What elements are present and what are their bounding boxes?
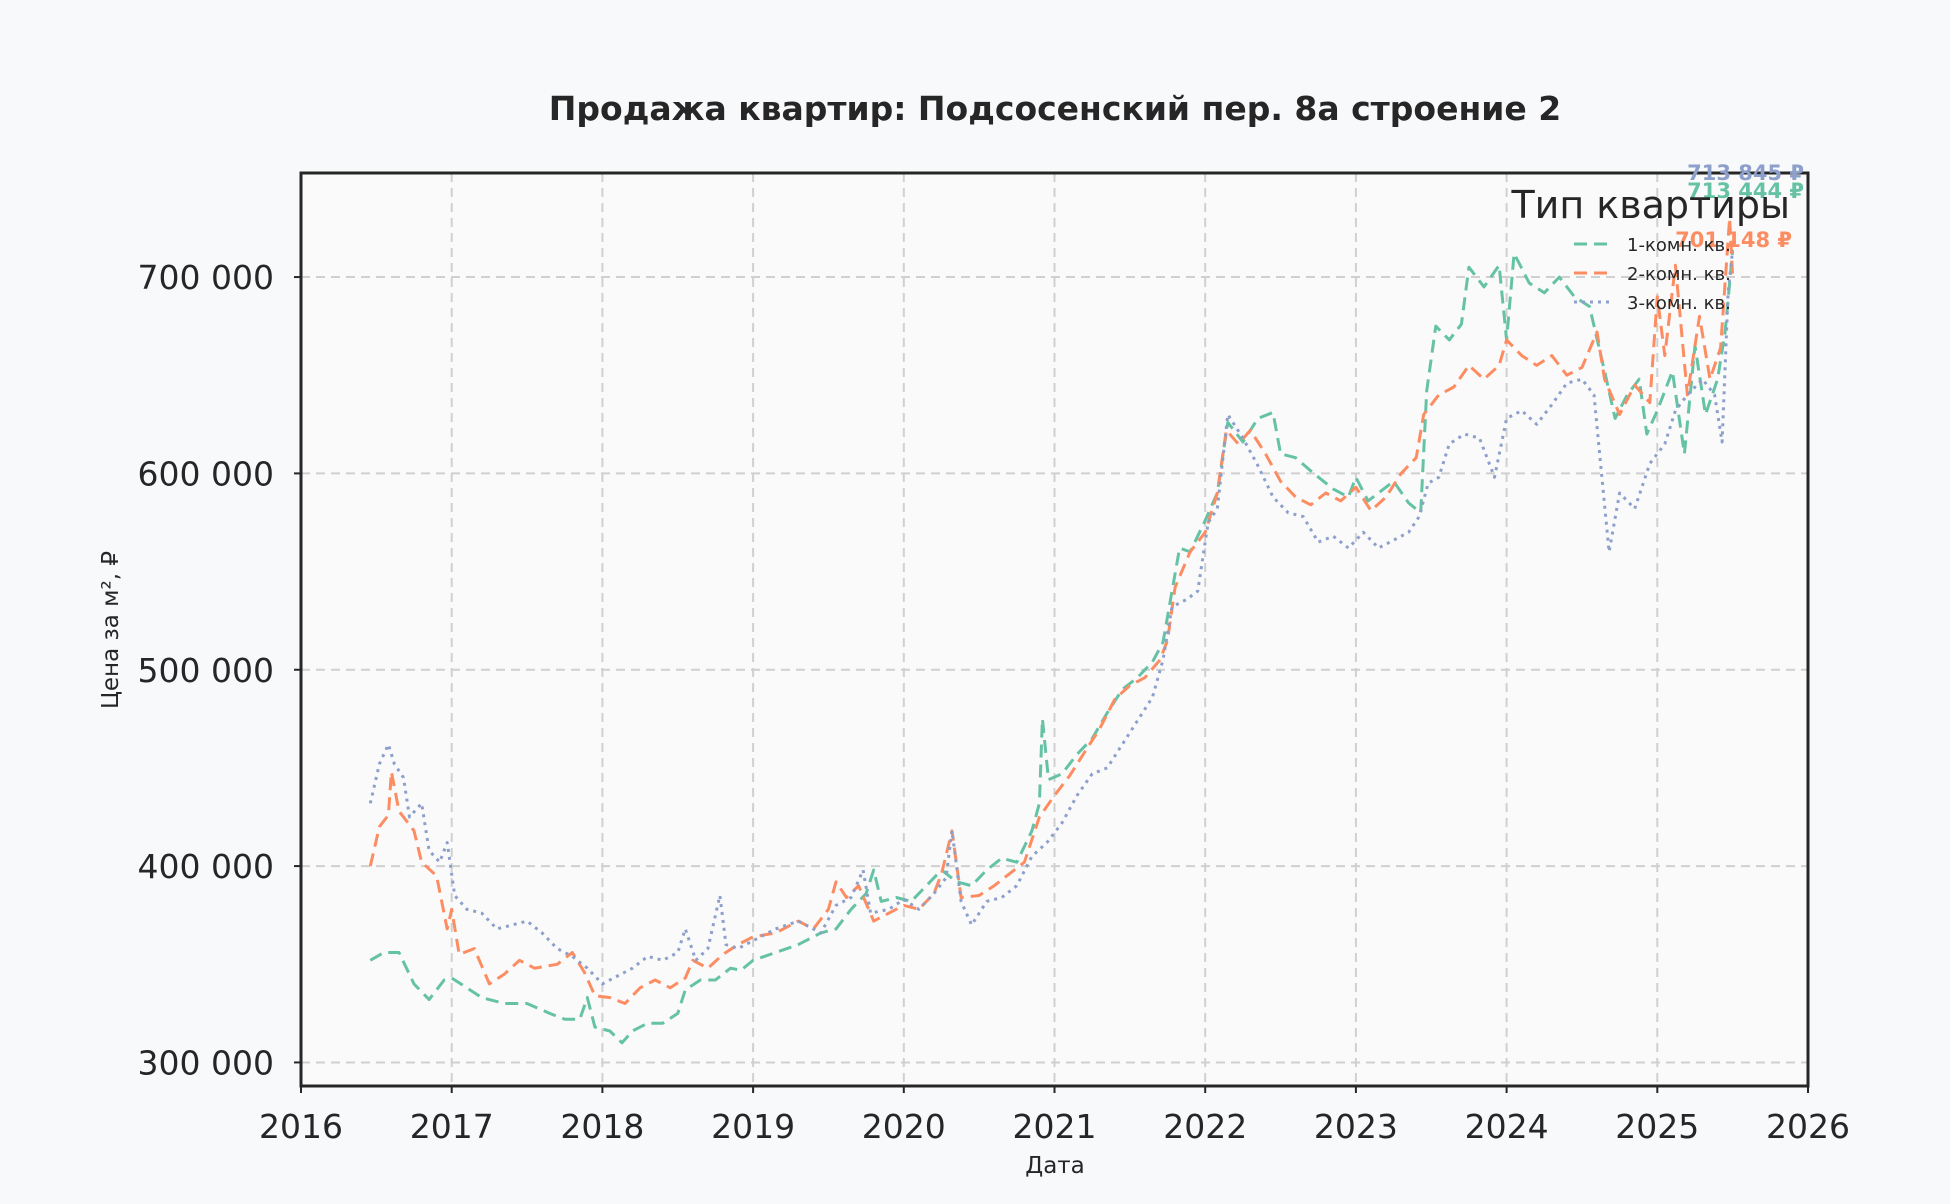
series-line-1 bbox=[369, 250, 1735, 1045]
series-line-2 bbox=[368, 216, 1735, 1005]
end-value-label-3: 713 845 ₽ bbox=[1687, 161, 1804, 185]
x-tick-label: 2022 bbox=[1163, 1107, 1247, 1146]
y-tick-label: 700 000 bbox=[138, 258, 274, 297]
series-lines bbox=[368, 216, 1735, 1045]
x-tick-label: 2017 bbox=[410, 1107, 494, 1146]
chart-title: Продажа квартир: Подсосенский пер. 8а ст… bbox=[549, 89, 1561, 128]
y-tick-label: 400 000 bbox=[138, 847, 274, 886]
x-tick-label: 2020 bbox=[862, 1107, 946, 1146]
end-value-label-2: 701 148 ₽ bbox=[1675, 228, 1792, 252]
legend: Тип квартиры 1-комн. кв. 2-комн. кв. 3-комн… bbox=[1510, 183, 1790, 314]
grid bbox=[300, 173, 1809, 1086]
x-tick-label: 2026 bbox=[1766, 1107, 1850, 1146]
x-axis-title: Дата bbox=[1025, 1153, 1085, 1179]
legend-entry-3: 3-комн. кв. bbox=[1627, 293, 1731, 314]
series-line-3 bbox=[368, 249, 1735, 986]
legend-title: Тип квартиры bbox=[1510, 183, 1790, 227]
y-tick-label: 600 000 bbox=[138, 454, 274, 493]
x-tick-label: 2019 bbox=[711, 1107, 795, 1146]
x-tick-label: 2018 bbox=[560, 1107, 644, 1146]
x-tick-label: 2024 bbox=[1465, 1107, 1549, 1146]
x-tick-label: 2025 bbox=[1615, 1107, 1699, 1146]
legend-entry-2: 2-комн. кв. bbox=[1627, 264, 1731, 285]
x-tick-label: 2021 bbox=[1013, 1107, 1097, 1146]
axes: 2016 2017 2018 2019 2020 2021 2022 2023 2024 2025… bbox=[138, 171, 1850, 1146]
y-axis-title: Цена за м², ₽ bbox=[98, 551, 124, 709]
y-tick-label: 500 000 bbox=[138, 651, 274, 690]
legend-entry-1: 1-комн. кв. bbox=[1627, 235, 1731, 256]
x-tick-label: 2016 bbox=[259, 1107, 343, 1146]
x-tick-label: 2023 bbox=[1314, 1107, 1398, 1146]
y-tick-label: 300 000 bbox=[138, 1043, 274, 1082]
end-labels: 713 444 ₽ 701 148 ₽ 713 845 ₽ bbox=[1675, 161, 1804, 252]
end-value-label-1: 713 444 ₽ bbox=[1687, 179, 1804, 203]
